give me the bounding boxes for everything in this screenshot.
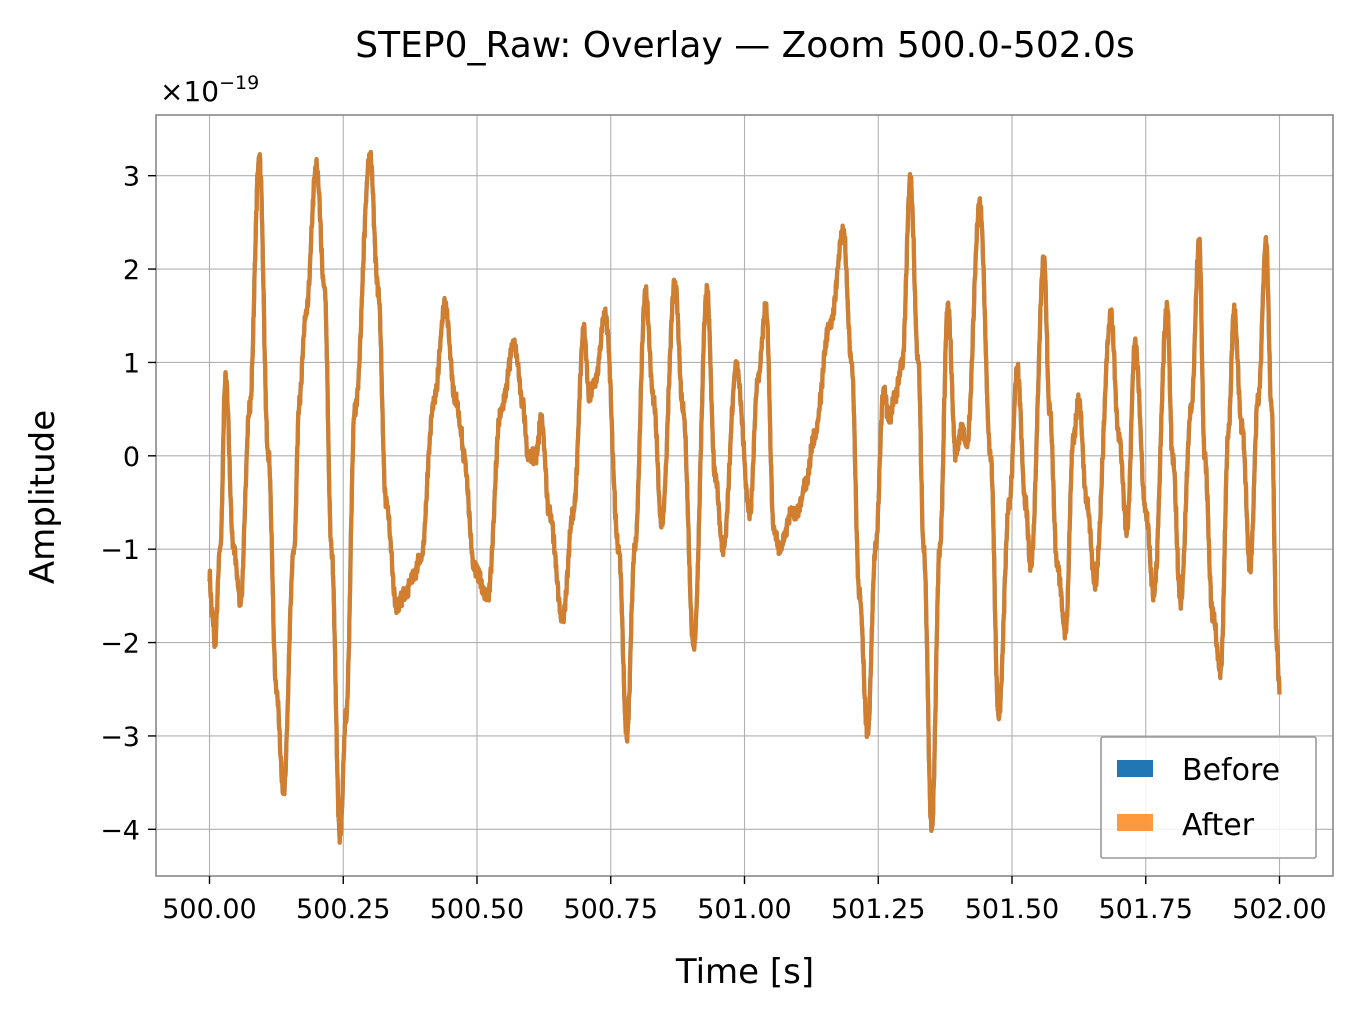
legend: Before After	[1100, 736, 1317, 859]
series-line-after	[207, 149, 1282, 845]
series-layer	[207, 149, 1282, 845]
y-tick-label: −3	[100, 722, 140, 753]
y-tick-label: −4	[100, 815, 140, 846]
x-tick-label: 500.50	[430, 894, 524, 925]
y-tick-label: 3	[123, 162, 140, 193]
y-offset-text: ×10−19	[160, 72, 259, 108]
y-axis-label: Amplitude	[23, 410, 63, 584]
y-tick-label: −2	[100, 629, 140, 660]
y-ticks: −4 −3 −2 −1 0 1 2 3	[100, 162, 156, 846]
x-ticks: 500.00 500.25 500.50 500.75 501.00 501.25 501.…	[162, 876, 1327, 925]
x-tick-label: 502.00	[1232, 894, 1326, 925]
y-tick-label: 1	[123, 348, 140, 379]
legend-label-after: After	[1182, 808, 1255, 843]
x-tick-label: 501.00	[697, 894, 791, 925]
y-offset-base: ×10	[160, 75, 219, 108]
x-tick-label: 500.75	[564, 894, 658, 925]
legend-label-before: Before	[1182, 753, 1280, 788]
x-axis-label: Time [s]	[675, 952, 814, 992]
chart-title: STEP0_Raw: Overlay — Zoom 500.0-502.0s	[355, 25, 1134, 66]
y-tick-label: 2	[123, 255, 140, 286]
y-tick-label: 0	[123, 442, 140, 473]
legend-box	[1100, 736, 1317, 859]
x-tick-label: 501.50	[965, 894, 1059, 925]
legend-swatch-after	[1117, 814, 1153, 831]
x-tick-label: 501.75	[1099, 894, 1193, 925]
y-offset-exponent: −19	[219, 72, 259, 94]
x-tick-label: 501.25	[831, 894, 925, 925]
x-tick-label: 500.25	[296, 894, 390, 925]
y-tick-label: −1	[100, 535, 140, 566]
legend-swatch-before	[1117, 760, 1153, 777]
x-tick-label: 500.00	[162, 894, 256, 925]
